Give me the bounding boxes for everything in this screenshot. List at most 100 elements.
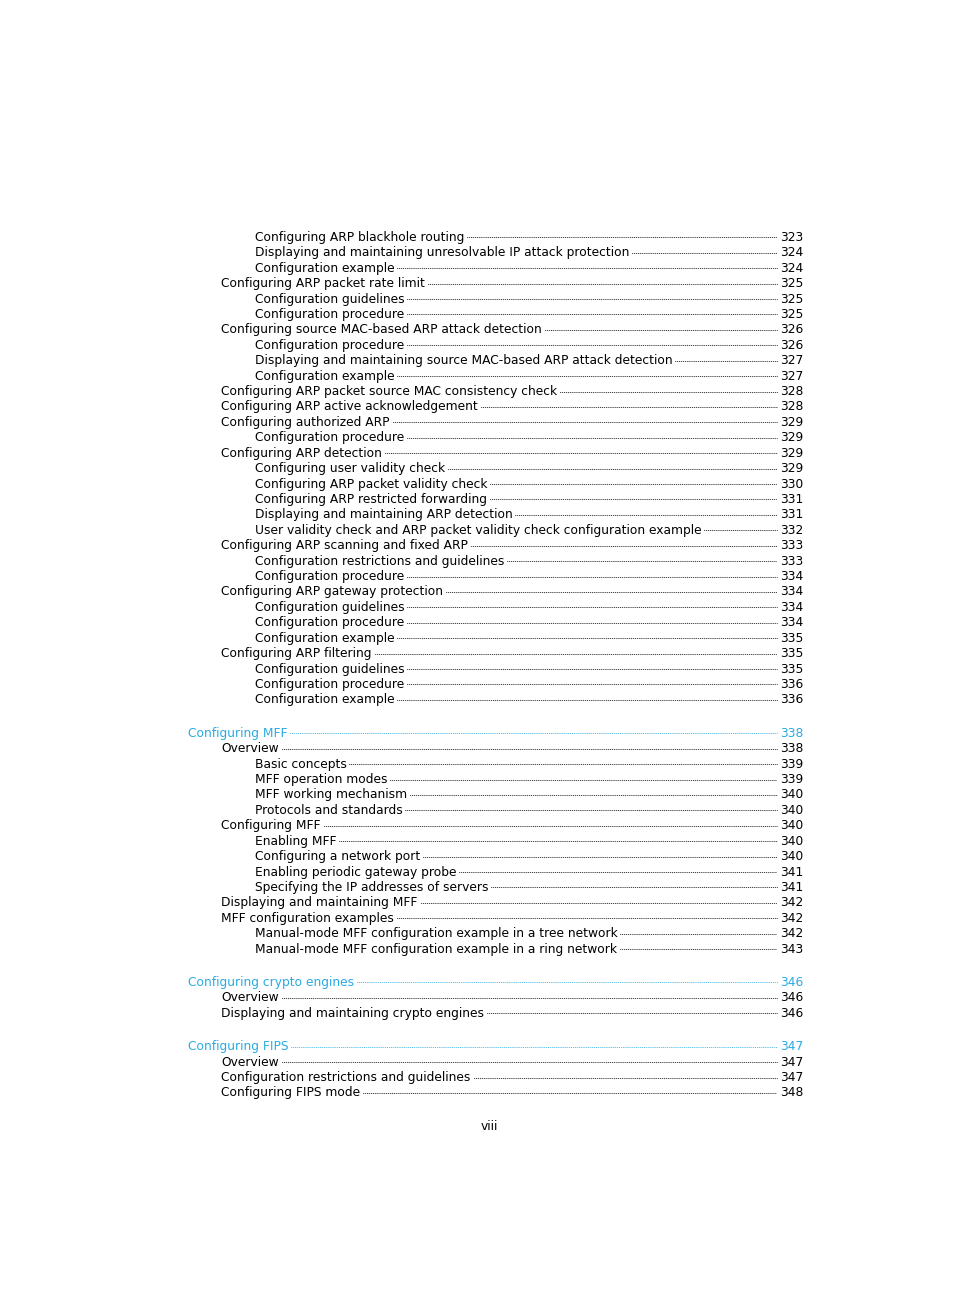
Text: Configuration example: Configuration example — [254, 369, 394, 382]
Text: Configuration procedure: Configuration procedure — [254, 570, 403, 583]
Text: Protocols and standards: Protocols and standards — [254, 804, 402, 816]
Text: Configuration restrictions and guidelines: Configuration restrictions and guideline… — [254, 555, 503, 568]
Text: 340: 340 — [780, 804, 802, 816]
Text: 327: 327 — [780, 354, 802, 367]
Text: Configuring user validity check: Configuring user validity check — [254, 463, 444, 476]
Text: Configuring ARP restricted forwarding: Configuring ARP restricted forwarding — [254, 492, 486, 505]
Text: 342: 342 — [780, 912, 802, 925]
Text: 329: 329 — [780, 463, 802, 476]
Text: 341: 341 — [780, 881, 802, 894]
Text: 323: 323 — [780, 231, 802, 244]
Text: 346: 346 — [780, 991, 802, 1004]
Text: 334: 334 — [780, 601, 802, 614]
Text: 338: 338 — [779, 727, 802, 740]
Text: MFF working mechanism: MFF working mechanism — [254, 788, 406, 801]
Text: Displaying and maintaining source MAC-based ARP attack detection: Displaying and maintaining source MAC-ba… — [254, 354, 672, 367]
Text: 340: 340 — [780, 819, 802, 832]
Text: 340: 340 — [780, 850, 802, 863]
Text: 347: 347 — [780, 1041, 802, 1054]
Text: 335: 335 — [779, 631, 802, 644]
Text: 329: 329 — [780, 447, 802, 460]
Text: 328: 328 — [779, 385, 802, 398]
Text: Configuration example: Configuration example — [254, 631, 394, 644]
Text: 327: 327 — [780, 369, 802, 382]
Text: Configuring authorized ARP: Configuring authorized ARP — [221, 416, 390, 429]
Text: 326: 326 — [780, 338, 802, 351]
Text: Configuring MFF: Configuring MFF — [188, 727, 287, 740]
Text: 335: 335 — [779, 662, 802, 675]
Text: Manual-mode MFF configuration example in a tree network: Manual-mode MFF configuration example in… — [254, 927, 617, 940]
Text: Configuring ARP filtering: Configuring ARP filtering — [221, 647, 372, 660]
Text: Configuration procedure: Configuration procedure — [254, 308, 403, 321]
Text: Configuring ARP packet source MAC consistency check: Configuring ARP packet source MAC consis… — [221, 385, 557, 398]
Text: Displaying and maintaining ARP detection: Displaying and maintaining ARP detection — [254, 508, 512, 521]
Text: 329: 329 — [780, 432, 802, 445]
Text: 325: 325 — [779, 308, 802, 321]
Text: 329: 329 — [780, 416, 802, 429]
Text: Configuring ARP gateway protection: Configuring ARP gateway protection — [221, 586, 443, 599]
Text: 325: 325 — [779, 277, 802, 290]
Text: Displaying and maintaining MFF: Displaying and maintaining MFF — [221, 897, 417, 910]
Text: 330: 330 — [780, 477, 802, 490]
Text: 342: 342 — [780, 927, 802, 940]
Text: Manual-mode MFF configuration example in a ring network: Manual-mode MFF configuration example in… — [254, 942, 616, 955]
Text: Configuring ARP detection: Configuring ARP detection — [221, 447, 382, 460]
Text: Configuring ARP packet validity check: Configuring ARP packet validity check — [254, 477, 487, 490]
Text: 333: 333 — [780, 555, 802, 568]
Text: 335: 335 — [779, 647, 802, 660]
Text: Displaying and maintaining crypto engines: Displaying and maintaining crypto engine… — [221, 1007, 484, 1020]
Text: 338: 338 — [779, 743, 802, 756]
Text: Configuration procedure: Configuration procedure — [254, 432, 403, 445]
Text: 347: 347 — [780, 1070, 802, 1083]
Text: Configuration restrictions and guidelines: Configuration restrictions and guideline… — [221, 1070, 470, 1083]
Text: Configuration procedure: Configuration procedure — [254, 617, 403, 630]
Text: 334: 334 — [780, 617, 802, 630]
Text: 340: 340 — [780, 788, 802, 801]
Text: 336: 336 — [780, 693, 802, 706]
Text: 326: 326 — [780, 324, 802, 337]
Text: 339: 339 — [780, 772, 802, 785]
Text: Configuring FIPS: Configuring FIPS — [188, 1041, 288, 1054]
Text: Configuration example: Configuration example — [254, 693, 394, 706]
Text: 324: 324 — [780, 262, 802, 275]
Text: 339: 339 — [780, 758, 802, 771]
Text: 325: 325 — [779, 293, 802, 306]
Text: User validity check and ARP packet validity check configuration example: User validity check and ARP packet valid… — [254, 524, 700, 537]
Text: Configuring a network port: Configuring a network port — [254, 850, 419, 863]
Text: Configuring crypto engines: Configuring crypto engines — [188, 976, 354, 989]
Text: 331: 331 — [780, 508, 802, 521]
Text: 336: 336 — [780, 678, 802, 691]
Text: 333: 333 — [780, 539, 802, 552]
Text: Configuration guidelines: Configuration guidelines — [254, 293, 404, 306]
Text: 346: 346 — [780, 1007, 802, 1020]
Text: 347: 347 — [780, 1056, 802, 1069]
Text: 341: 341 — [780, 866, 802, 879]
Text: Enabling MFF: Enabling MFF — [254, 835, 335, 848]
Text: 334: 334 — [780, 570, 802, 583]
Text: Overview: Overview — [221, 743, 278, 756]
Text: 324: 324 — [780, 246, 802, 259]
Text: Configuration procedure: Configuration procedure — [254, 338, 403, 351]
Text: Configuring source MAC-based ARP attack detection: Configuring source MAC-based ARP attack … — [221, 324, 541, 337]
Text: Configuring ARP packet rate limit: Configuring ARP packet rate limit — [221, 277, 425, 290]
Text: Overview: Overview — [221, 1056, 278, 1069]
Text: Specifying the IP addresses of servers: Specifying the IP addresses of servers — [254, 881, 488, 894]
Text: Configuring ARP scanning and fixed ARP: Configuring ARP scanning and fixed ARP — [221, 539, 468, 552]
Text: 332: 332 — [780, 524, 802, 537]
Text: Configuration procedure: Configuration procedure — [254, 678, 403, 691]
Text: MFF configuration examples: MFF configuration examples — [221, 912, 394, 925]
Text: 348: 348 — [779, 1086, 802, 1099]
Text: 331: 331 — [780, 492, 802, 505]
Text: 343: 343 — [780, 942, 802, 955]
Text: 342: 342 — [780, 897, 802, 910]
Text: MFF operation modes: MFF operation modes — [254, 772, 387, 785]
Text: Overview: Overview — [221, 991, 278, 1004]
Text: Configuring ARP active acknowledgement: Configuring ARP active acknowledgement — [221, 400, 477, 413]
Text: Enabling periodic gateway probe: Enabling periodic gateway probe — [254, 866, 456, 879]
Text: 340: 340 — [780, 835, 802, 848]
Text: Displaying and maintaining unresolvable IP attack protection: Displaying and maintaining unresolvable … — [254, 246, 628, 259]
Text: viii: viii — [479, 1120, 497, 1133]
Text: 346: 346 — [780, 976, 802, 989]
Text: Configuration example: Configuration example — [254, 262, 394, 275]
Text: Configuring MFF: Configuring MFF — [221, 819, 320, 832]
